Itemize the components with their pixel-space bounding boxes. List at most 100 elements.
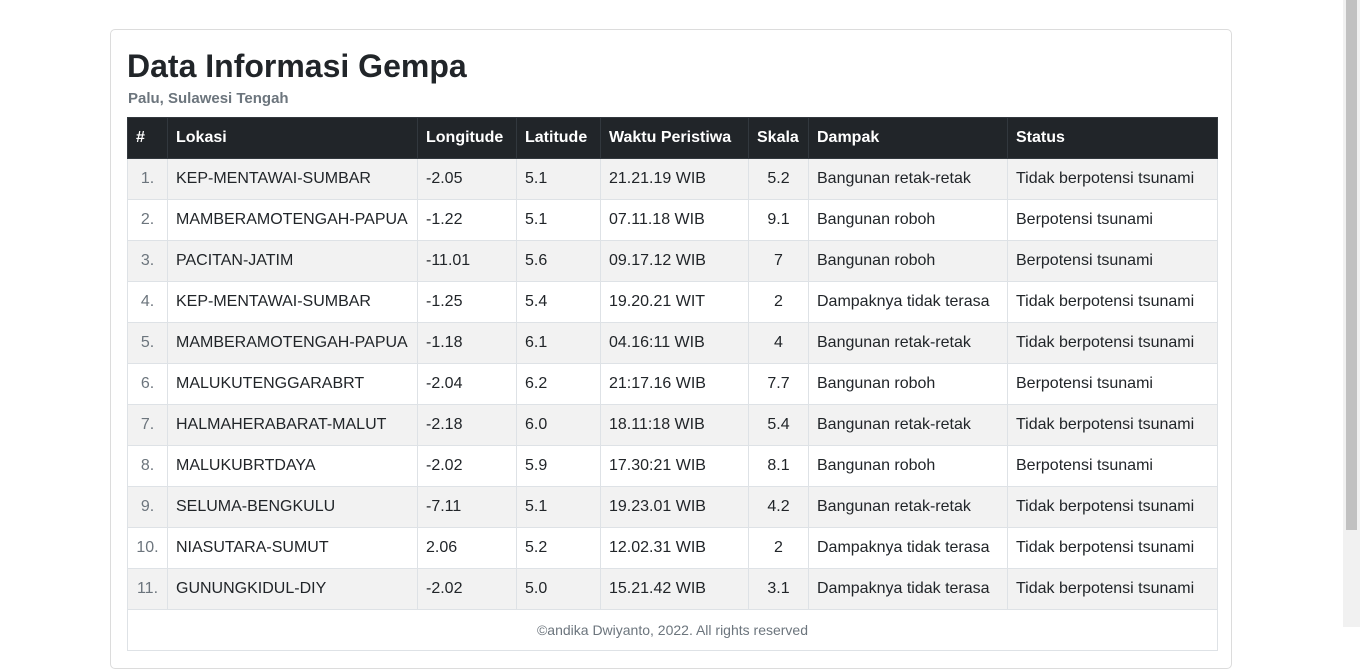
table-cell: -7.11: [417, 486, 517, 528]
subtitle: Palu, Sulawesi Tengah: [128, 90, 289, 107]
table-row: 1. KEP-MENTAWAI-SUMBAR -2.05 5.1 21.21.19 WI…: [127, 158, 1218, 200]
table-cell: 3.1: [748, 568, 809, 610]
table-row: 5. MAMBERAMOTENGAH-PAPUA -1.18 6.1 04.16:11 …: [127, 322, 1218, 364]
table-cell: Bangunan retak-retak: [808, 322, 1008, 364]
table-cell: 5.4: [748, 404, 809, 446]
footer-row: ©andika Dwiyanto, 2022. All rights reser…: [127, 609, 1218, 651]
table-row: 4. KEP-MENTAWAI-SUMBAR -1.25 5.4 19.20.21 WI…: [127, 281, 1218, 323]
table-cell: 07.11.18 WIB: [600, 199, 749, 241]
table-cell: 09.17.12 WIB: [600, 240, 749, 282]
column-header: Waktu Peristiwa: [600, 117, 749, 159]
table-cell: Tidak berpotensi tsunami: [1007, 486, 1218, 528]
table-cell: MALUKUTENGGARABRT: [167, 363, 418, 405]
column-header: Skala: [748, 117, 809, 159]
table-cell: 15.21.42 WIB: [600, 568, 749, 610]
table-row: 3. PACITAN-JATIM -11.01 5.6 09.17.12 WIB 7 Ban…: [127, 240, 1218, 282]
table-cell: -2.02: [417, 445, 517, 487]
table-cell: Dampaknya tidak terasa: [808, 527, 1008, 569]
table-cell: -1.18: [417, 322, 517, 364]
table-cell: 17.30:21 WIB: [600, 445, 749, 487]
column-header: #: [127, 117, 168, 159]
table-row: 7. HALMAHERABARAT-MALUT -2.18 6.0 18.11:18 W…: [127, 404, 1218, 446]
table-cell: 5.9: [516, 445, 601, 487]
table-cell: 19.23.01 WIB: [600, 486, 749, 528]
table-cell: 4.: [127, 281, 168, 323]
table-cell: -11.01: [417, 240, 517, 282]
table-cell: Tidak berpotensi tsunami: [1007, 404, 1218, 446]
table-cell: 7.7: [748, 363, 809, 405]
table-cell: 19.20.21 WIT: [600, 281, 749, 323]
table-cell: Tidak berpotensi tsunami: [1007, 158, 1218, 200]
table-cell: 4: [748, 322, 809, 364]
table-cell: Bangunan retak-retak: [808, 486, 1008, 528]
table-cell: 4.2: [748, 486, 809, 528]
table-cell: SELUMA-BENGKULU: [167, 486, 418, 528]
table-cell: 5.1: [516, 486, 601, 528]
column-header: Longitude: [417, 117, 517, 159]
table-cell: Berpotensi tsunami: [1007, 363, 1218, 405]
table-cell: Berpotensi tsunami: [1007, 240, 1218, 282]
table-cell: 2.: [127, 199, 168, 241]
table-cell: Tidak berpotensi tsunami: [1007, 281, 1218, 323]
table-row: 2. MAMBERAMOTENGAH-PAPUA -1.22 5.1 07.11.18 …: [127, 199, 1218, 241]
table-cell: 12.02.31 WIB: [600, 527, 749, 569]
table-cell: 04.16:11 WIB: [600, 322, 749, 364]
column-header: Dampak: [808, 117, 1008, 159]
column-header: Latitude: [516, 117, 601, 159]
table-cell: 11.: [127, 568, 168, 610]
table-cell: -1.25: [417, 281, 517, 323]
table-cell: 9.1: [748, 199, 809, 241]
table-cell: MAMBERAMOTENGAH-PAPUA: [167, 322, 418, 364]
table-cell: -1.22: [417, 199, 517, 241]
table-cell: Tidak berpotensi tsunami: [1007, 322, 1218, 364]
table-cell: Tidak berpotensi tsunami: [1007, 527, 1218, 569]
table-cell: Berpotensi tsunami: [1007, 445, 1218, 487]
table-cell: MAMBERAMOTENGAH-PAPUA: [167, 199, 418, 241]
table-cell: 2: [748, 527, 809, 569]
table-cell: Tidak berpotensi tsunami: [1007, 568, 1218, 610]
table-cell: NIASUTARA-SUMUT: [167, 527, 418, 569]
header-row: # Lokasi Longitude Latitude Waktu Peristiwa S…: [127, 117, 1218, 159]
scroll-thumb[interactable]: [1346, 0, 1357, 530]
table-row: 11. GUNUNGKIDUL-DIY -2.02 5.0 15.21.42 WIB 3.…: [127, 568, 1218, 610]
table-cell: Bangunan roboh: [808, 199, 1008, 241]
column-header: Lokasi: [167, 117, 418, 159]
table-cell: 8.: [127, 445, 168, 487]
table-row: 10. NIASUTARA-SUMUT 2.06 5.2 12.02.31 WIB 2 Da…: [127, 527, 1218, 569]
scrollbar[interactable]: [1343, 0, 1360, 627]
table-cell: 7: [748, 240, 809, 282]
table-row: 9. SELUMA-BENGKULU -7.11 5.1 19.23.01 WIB 4.2…: [127, 486, 1218, 528]
table-cell: 3.: [127, 240, 168, 282]
table-cell: 5.0: [516, 568, 601, 610]
table-cell: -2.04: [417, 363, 517, 405]
table-cell: Dampaknya tidak terasa: [808, 281, 1008, 323]
table-cell: 6.2: [516, 363, 601, 405]
table-cell: 5.1: [516, 199, 601, 241]
table-cell: 5.4: [516, 281, 601, 323]
table-row: 6. MALUKUTENGGARABRT -2.04 6.2 21:17.16 WIB 7…: [127, 363, 1218, 405]
table-cell: 7.: [127, 404, 168, 446]
table-cell: 2.06: [417, 527, 517, 569]
table-cell: GUNUNGKIDUL-DIY: [167, 568, 418, 610]
table-cell: 5.: [127, 322, 168, 364]
table-cell: Bangunan roboh: [808, 363, 1008, 405]
table-row: 8. MALUKUBRTDAYA -2.02 5.9 17.30:21 WIB 8.1 Ba…: [127, 445, 1218, 487]
table-cell: 10.: [127, 527, 168, 569]
table-cell: 21.21.19 WIB: [600, 158, 749, 200]
quake-table: # Lokasi Longitude Latitude Waktu Peristiwa S…: [127, 117, 1218, 651]
table-cell: Berpotensi tsunami: [1007, 199, 1218, 241]
table-cell: -2.18: [417, 404, 517, 446]
table-body: 1. KEP-MENTAWAI-SUMBAR -2.05 5.1 21.21.19 WI…: [127, 158, 1218, 651]
table-cell: PACITAN-JATIM: [167, 240, 418, 282]
table-cell: 8.1: [748, 445, 809, 487]
table-cell: Bangunan retak-retak: [808, 404, 1008, 446]
table-cell: HALMAHERABARAT-MALUT: [167, 404, 418, 446]
table-cell: 6.1: [516, 322, 601, 364]
table-cell: -2.02: [417, 568, 517, 610]
table-cell: 5.6: [516, 240, 601, 282]
table-cell: 6.: [127, 363, 168, 405]
table-cell: KEP-MENTAWAI-SUMBAR: [167, 281, 418, 323]
table-cell: Bangunan retak-retak: [808, 158, 1008, 200]
table-cell: 6.0: [516, 404, 601, 446]
footer-text: ©andika Dwiyanto, 2022. All rights reser…: [127, 609, 1218, 651]
